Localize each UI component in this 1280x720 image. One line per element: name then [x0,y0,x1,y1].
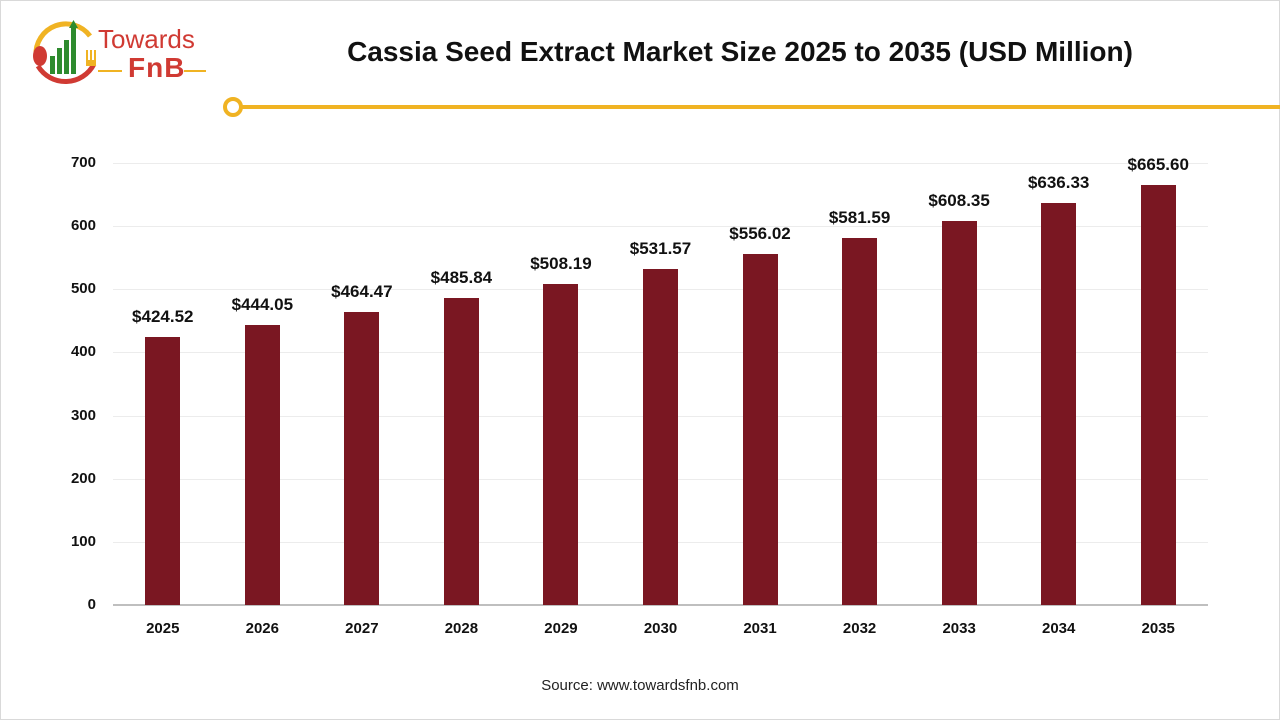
y-tick-label: 400 [70,343,96,361]
bar-2025 [145,336,181,605]
x-tick-label: 2025 [146,620,180,637]
brand-name-line1: Towards [98,24,195,54]
x-tick-label: 2034 [1041,620,1076,637]
data-label: $636.33 [1027,173,1090,193]
towards-fnb-logo-icon [33,20,97,85]
data-label: $531.57 [629,239,692,259]
bar-2029 [543,284,579,605]
bar-2035 [1140,184,1176,605]
y-tick-label: 100 [70,532,96,550]
bar-2030 [643,269,678,605]
x-tick-label: 2031 [743,620,777,637]
x-tick-label: 2032 [842,620,877,637]
data-label: $556.02 [729,223,791,243]
plot-area: $424.52 $444.05 $464.47 $485.84 $508.19 $531.… [113,155,1208,606]
y-tick-label: 500 [70,280,96,298]
brand-divider-left [98,70,122,72]
data-label: $485.84 [430,268,493,288]
data-label: $424.52 [132,306,194,326]
brand-divider-right [184,70,206,72]
source-note: Source: www.towardsfnb.com [541,677,739,694]
bar-2031 [742,253,778,605]
y-tick-label: 0 [87,596,96,613]
bar-2027 [344,311,380,605]
bar-2033 [941,220,977,605]
y-tick-label: 700 [70,154,96,171]
bar-2026 [244,324,280,605]
x-tick-label: 2035 [1141,620,1175,637]
y-tick-label: 600 [70,217,96,235]
y-tick-label: 200 [70,469,96,487]
bar-2034 [1041,203,1077,605]
data-label: $464.47 [331,281,393,301]
brand-name-line2: FnB [128,52,186,83]
bar-2032 [842,237,878,605]
x-tick-label: 2028 [444,620,479,637]
y-tick-label: 300 [70,406,96,424]
data-label: $581.59 [828,207,891,227]
gridline [113,163,1208,164]
x-tick-label: 2026 [245,620,279,637]
bar-2028 [443,298,479,605]
gridline [113,226,1208,228]
x-tick-label: 2027 [345,620,379,637]
data-label: $665.60 [1127,154,1189,174]
x-axis-line [113,604,1208,606]
x-tick-label: 2030 [643,620,678,637]
x-tick-label: 2033 [942,620,976,637]
data-label: $444.05 [231,294,294,314]
data-label: $608.35 [928,190,990,210]
data-label: $508.19 [530,254,592,274]
x-tick-label: 2029 [544,620,578,637]
title-underline [242,105,1280,109]
chart-title: Cassia Seed Extract Market Size 2025 to … [347,36,1133,67]
title-line-dot-icon [223,97,243,117]
